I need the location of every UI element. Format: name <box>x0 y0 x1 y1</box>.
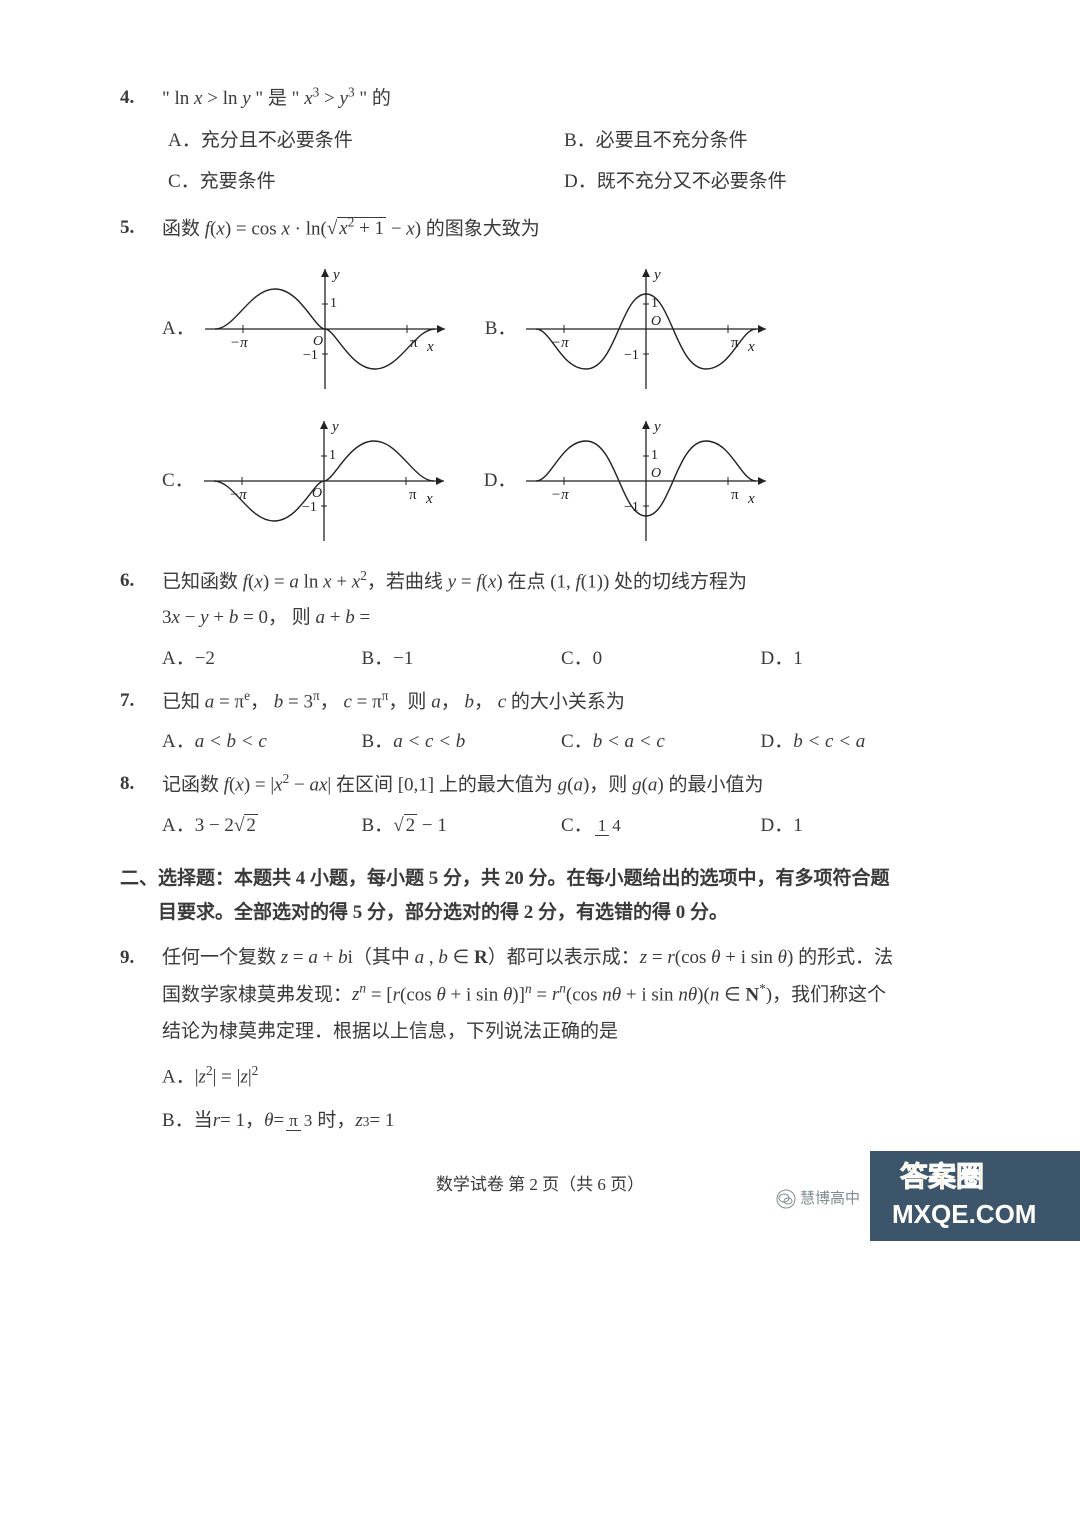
svg-text:−π: −π <box>230 335 248 351</box>
watermark-bottom-text: MXQE.COM <box>892 1199 1036 1229</box>
svg-text:1: 1 <box>329 448 336 463</box>
svg-text:x: x <box>747 339 755 355</box>
wechat-logo: 慧博高中 <box>776 1185 860 1214</box>
q7-number: 7. <box>120 683 162 761</box>
question-7: 7. 已知 a = πe， b = 3π， c = ππ，则 a， b， c 的… <box>120 683 960 761</box>
svg-text:−π: −π <box>551 335 569 351</box>
q6-body: 已知函数 f(x) = a ln x + x2，若曲线 y = f(x) 在点 … <box>162 563 960 677</box>
q8-opt-B: B．√2 − 1 <box>362 808 562 844</box>
svg-text:y: y <box>330 419 339 435</box>
q7-opt-B: B．a < c < b <box>362 724 562 760</box>
svg-text:−π: −π <box>551 487 569 503</box>
section-2-header: 二、选择题：本题共 4 小题，每小题 5 分，共 20 分。在每小题给出的选项中… <box>120 862 960 930</box>
svg-text:1: 1 <box>651 296 658 311</box>
q5-opt-A: A． −π π x y O 1 −1 <box>162 259 455 399</box>
svg-text:1: 1 <box>651 448 658 463</box>
q5-body: 函数 f(x) = cos x · ln(√x2 + 1 − x) 的图象大致为 <box>162 210 960 247</box>
q5-opt-B: B． −π π x y O 1 −1 <box>485 259 777 399</box>
question-6: 6. 已知函数 f(x) = a ln x + x2，若曲线 y = f(x) … <box>120 563 960 677</box>
q9-body: 任何一个复数 z = a + bi（其中 a , b ∈ R）都可以表示成：z … <box>162 940 960 1139</box>
q5-graph-B: −π π x y O 1 −1 <box>516 259 776 399</box>
svg-text:O: O <box>313 334 323 349</box>
svg-text:1: 1 <box>330 296 337 311</box>
q7-opt-C: C．b < a < c <box>561 724 761 760</box>
q7-opt-D: D．b < c < a <box>761 724 961 760</box>
q9-number: 9. <box>120 940 162 1139</box>
q5-graph-row1: A． −π π x y O 1 −1 B． −π π <box>162 259 960 399</box>
q4-opt-C: C．充要条件 <box>168 164 564 200</box>
q6-opt-A: A．−2 <box>162 641 362 677</box>
q5-graph-D: −π π x y O 1 −1 <box>516 411 776 551</box>
svg-text:x: x <box>747 491 755 507</box>
svg-text:y: y <box>652 419 661 435</box>
q8-opt-C: C．14 <box>561 808 761 844</box>
q8-body: 记函数 f(x) = |x2 − ax| 在区间 [0,1] 上的最大值为 g(… <box>162 766 960 844</box>
q4-stem: " ln x > ln y " 是 " x3 > y3 " 的 <box>162 88 391 109</box>
q5-opt-C: C． −π π x y O 1 −1 <box>162 411 454 551</box>
watermark-top-text: 答案圈 <box>900 1160 984 1193</box>
svg-text:O: O <box>312 486 322 501</box>
q6-opt-D: D．1 <box>761 641 961 677</box>
svg-text:O: O <box>651 466 661 481</box>
q5-graph-C: −π π x y O 1 −1 <box>194 411 454 551</box>
q7-body: 已知 a = πe， b = 3π， c = ππ，则 a， b， c 的大小关… <box>162 683 960 761</box>
svg-text:π: π <box>731 487 739 503</box>
q5-stem: 函数 f(x) = cos x · ln(√x2 + 1 − x) 的图象大致为 <box>162 218 540 239</box>
svg-text:−1: −1 <box>624 348 639 363</box>
q5-opt-D: D． −π π x y O 1 −1 <box>484 411 777 551</box>
q4-body: " ln x > ln y " 是 " x3 > y3 " 的 <box>162 80 960 117</box>
q8-opt-D: D．1 <box>761 808 961 844</box>
q4-opt-B: B．必要且不充分条件 <box>564 123 960 159</box>
question-9: 9. 任何一个复数 z = a + bi（其中 a , b ∈ R）都可以表示成… <box>120 940 960 1139</box>
q4-options-row1: A．充分且不必要条件 B．必要且不充分条件 <box>120 123 960 159</box>
q4-options-row2: C．充要条件 D．既不充分又不必要条件 <box>120 164 960 200</box>
svg-text:y: y <box>331 267 340 283</box>
chat-icon <box>776 1189 796 1209</box>
q8-opt-A: A．3 − 2√2 <box>162 808 362 844</box>
q4-opt-D: D．既不充分又不必要条件 <box>564 164 960 200</box>
q5-graph-A: −π π x y O 1 −1 <box>195 259 455 399</box>
svg-text:−1: −1 <box>303 348 318 363</box>
svg-text:O: O <box>651 314 661 329</box>
q8-number: 8. <box>120 766 162 844</box>
question-4: 4. " ln x > ln y " 是 " x3 > y3 " 的 <box>120 80 960 117</box>
question-8: 8. 记函数 f(x) = |x2 − ax| 在区间 [0,1] 上的最大值为… <box>120 766 960 844</box>
svg-text:π: π <box>410 335 418 351</box>
q9-opt-A: A．|z2| = |z|2 <box>162 1058 960 1095</box>
q5-graph-row2: C． −π π x y O 1 −1 D． −π π <box>162 411 960 551</box>
svg-text:y: y <box>652 267 661 283</box>
q4-opt-A: A．充分且不必要条件 <box>168 123 564 159</box>
svg-text:π: π <box>409 487 417 503</box>
svg-text:x: x <box>426 339 434 355</box>
question-5: 5. 函数 f(x) = cos x · ln(√x2 + 1 − x) 的图象… <box>120 210 960 247</box>
q6-number: 6. <box>120 563 162 677</box>
q4-number: 4. <box>120 80 162 117</box>
q6-opt-C: C．0 <box>561 641 761 677</box>
q7-opt-A: A．a < b < c <box>162 724 362 760</box>
q9-opt-B: B．当 r = 1， θ = π3 时， z3 = 1 <box>162 1103 960 1139</box>
q5-number: 5. <box>120 210 162 247</box>
q6-opt-B: B．−1 <box>362 641 562 677</box>
svg-text:x: x <box>425 491 433 507</box>
watermark-badge: 答案圈 MXQE.COM <box>870 1151 1080 1241</box>
